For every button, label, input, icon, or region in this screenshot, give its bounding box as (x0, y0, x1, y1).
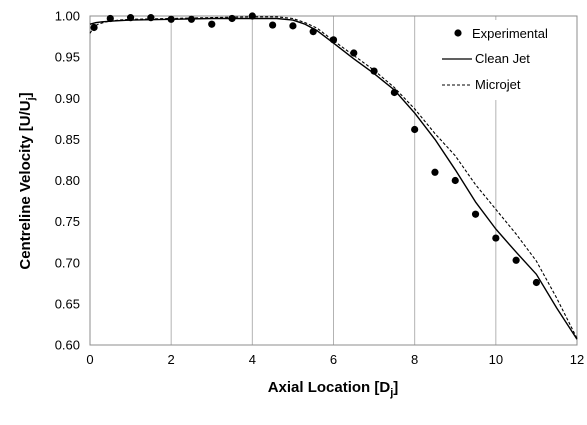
point-experimental-17 (431, 168, 439, 176)
point-experimental-16 (411, 125, 419, 134)
series-line-microjet (89, 16, 578, 339)
y-tick-label-0.70: 0.70 (55, 255, 80, 270)
point-experimental-2 (126, 14, 135, 22)
point-experimental-14 (370, 67, 378, 75)
point-experimental-10 (289, 22, 297, 30)
x-axis-title: Axial Location [Dj] (268, 379, 399, 399)
point-experimental-11 (309, 28, 317, 36)
y-tick-label-0.95: 0.95 (55, 50, 80, 65)
point-experimental-9 (269, 21, 277, 29)
x-tick-label-0: 0 (86, 352, 93, 367)
y-tick-label-0.60: 0.60 (55, 338, 80, 353)
x-tick-labels: 0 2 4 6 8 10 12 (86, 352, 584, 367)
point-experimental-8 (248, 12, 256, 20)
point-experimental-4 (167, 15, 175, 23)
x-tick-label-4: 4 (249, 352, 256, 367)
legend-entry-clean-jet: Clean Jet (442, 51, 530, 66)
point-experimental-13 (350, 49, 358, 57)
point-experimental-21 (512, 256, 520, 264)
point-experimental-20 (492, 234, 500, 242)
legend-entry-microjet: Microjet (442, 77, 521, 92)
y-axis-title: Centreline Velocity [U/Uj] (17, 92, 37, 269)
point-experimental-7 (228, 14, 236, 23)
x-tick-label-2: 2 (168, 352, 175, 367)
point-experimental-19 (471, 210, 480, 218)
y-tick-label-0.90: 0.90 (55, 91, 80, 106)
y-tick-label-0.85: 0.85 (55, 132, 80, 147)
y-tick-label-0.75: 0.75 (55, 214, 80, 229)
experimental-markers (90, 12, 541, 287)
legend-label-experimental: Experimental (472, 26, 548, 41)
point-experimental-1 (106, 14, 114, 23)
point-experimental-22 (532, 278, 541, 287)
x-tick-label-10: 10 (489, 352, 503, 367)
x-tick-label-8: 8 (411, 352, 418, 367)
legend: Experimental Clean Jet Microjet (441, 20, 569, 100)
point-experimental-12 (329, 36, 338, 44)
point-experimental-5 (187, 15, 196, 23)
y-tick-label-1.00: 1.00 (55, 9, 80, 24)
legend-background (441, 20, 569, 100)
y-tick-label-0.65: 0.65 (55, 296, 80, 311)
point-experimental-0 (90, 23, 98, 32)
point-experimental-15 (390, 88, 398, 97)
x-tick-label-6: 6 (330, 352, 337, 367)
y-tick-labels: 0.60 0.65 0.70 0.75 0.80 0.85 0.90 0.95 1.00 (55, 9, 80, 353)
legend-marker-experimental (454, 29, 462, 37)
plot-area-border (89, 15, 578, 346)
legend-label-microjet: Microjet (475, 77, 521, 92)
point-experimental-6 (208, 20, 216, 28)
legend-entry-experimental: Experimental (454, 26, 548, 41)
point-experimental-3 (147, 14, 155, 22)
legend-label-clean-jet: Clean Jet (475, 51, 530, 66)
y-tick-label-0.80: 0.80 (55, 173, 80, 188)
x-tick-label-12: 12 (570, 352, 584, 367)
point-experimental-18 (451, 176, 459, 185)
